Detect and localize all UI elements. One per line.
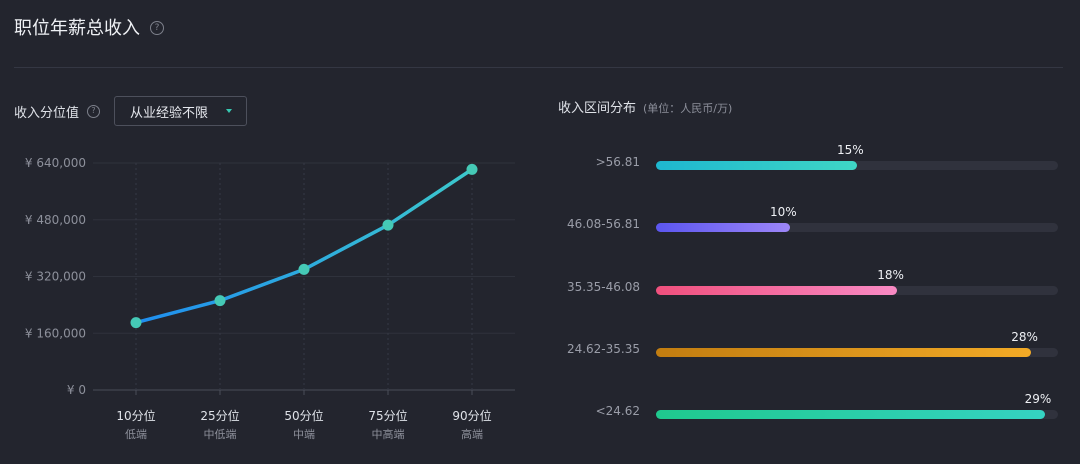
distribution-title: 收入区间分布 [558,101,637,116]
y-tick-label: ¥ 640,000 [25,156,86,170]
experience-dropdown-value: 从业经验不限 [130,105,209,121]
data-point[interactable] [214,295,226,307]
unit-note: (单位：人民币/万) [643,102,733,115]
y-tick-label: ¥ 480,000 [25,213,86,227]
distribution-panel-header: 收入区间分布 (单位：人民币/万) [558,97,732,116]
bar-category-label: 24.62-35.35 [566,342,640,356]
bar-fill[interactable] [656,348,1032,357]
bar-fill[interactable] [656,286,898,295]
bar-category-label: <24.62 [595,404,640,418]
bar-row: <24.62 29% [520,392,1060,432]
header-divider [14,67,1063,68]
x-tick-label: 25分位 [200,408,239,423]
x-tick-sublabel: 高端 [461,427,483,441]
bar-value-label: 28% [1011,330,1038,344]
bar-track [656,348,1058,357]
experience-dropdown[interactable]: 从业经验不限 [114,96,248,126]
bar-category-label: >56.81 [595,155,640,169]
x-tick-sublabel: 中低端 [204,428,237,441]
x-tick-sublabel: 低端 [125,428,147,441]
bar-fill[interactable] [656,161,857,170]
y-tick-label: ¥ 0 [67,383,86,397]
percentile-panel-header: 收入分位值 ? 从业经验不限 [14,96,248,126]
percentile-line-chart: ¥ 0¥ 160,000¥ 320,000¥ 480,000¥ 640,000 … [25,156,515,441]
bar-row: >56.81 15% [520,143,1060,183]
y-tick-label: ¥ 160,000 [25,326,86,340]
bar-track [656,223,1058,232]
bar-value-label: 15% [837,143,864,157]
y-tick-label: ¥ 320,000 [25,270,86,284]
data-point[interactable] [130,317,142,329]
percentile-title: 收入分位值 [14,105,80,121]
data-point[interactable] [298,263,310,275]
bar-row: 35.35-46.08 18% [520,268,1060,308]
bar-row: 24.62-35.35 28% [520,330,1060,370]
help-icon[interactable]: ? [150,21,164,35]
bar-category-label: 46.08-56.81 [566,217,640,231]
bar-fill[interactable] [656,223,790,232]
x-tick-label: 75分位 [368,408,407,423]
data-point[interactable] [466,163,478,175]
bar-value-label: 10% [770,205,797,219]
bar-fill[interactable] [656,410,1045,419]
page-title: 职位年薪总收入 [14,18,140,39]
bar-track [656,410,1058,419]
x-tick-label: 90分位 [452,408,491,423]
data-point[interactable] [382,219,394,231]
chevron-down-icon [226,109,233,113]
x-tick-label: 10分位 [116,408,155,423]
x-tick-label: 50分位 [284,408,323,423]
bar-row: 46.08-56.81 10% [520,205,1060,245]
bar-category-label: 35.35-46.08 [566,280,640,294]
bar-track [656,161,1058,170]
x-tick-sublabel: 中端 [293,428,315,441]
page-header: 职位年薪总收入 ? [14,14,164,40]
bar-track [656,286,1058,295]
percentile-help-icon[interactable]: ? [87,104,101,118]
bar-value-label: 29% [1024,392,1052,406]
x-tick-sublabel: 中高端 [372,427,405,441]
bar-value-label: 18% [877,268,904,282]
